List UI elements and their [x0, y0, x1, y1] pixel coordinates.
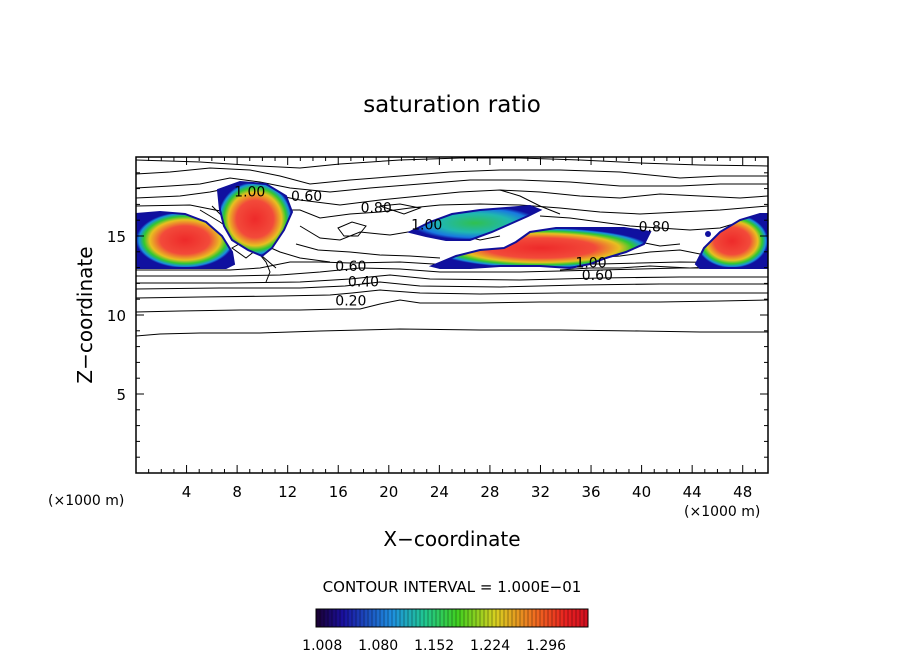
region-upper-middle: [407, 204, 543, 241]
x-unit-right: (×1000 m): [684, 504, 760, 520]
x-tick-label: 32: [531, 483, 550, 501]
contour-label: 0.60: [335, 259, 366, 275]
contour-label: 1.00: [575, 256, 606, 272]
contour-labels: 1.00 0.600.801.00 0.800.600.400.201.000.60: [234, 185, 670, 310]
y-tick-label: 15: [107, 228, 126, 246]
x-tick-label: 24: [430, 483, 449, 501]
x-tick-label: 16: [329, 483, 348, 501]
colorbar-tick-label: 1.008: [302, 638, 342, 654]
x-tick-label: 8: [232, 483, 242, 501]
colorbar-tick-label: 1.296: [526, 638, 566, 654]
x-tick-label: 28: [480, 483, 499, 501]
contour-interval-text: CONTOUR INTERVAL = 1.000E−01: [323, 578, 582, 596]
region-speck: [705, 231, 711, 237]
colorbar-tick-label: 1.080: [358, 638, 398, 654]
region-middle: [428, 227, 652, 270]
contour-label: 0.80: [639, 219, 670, 235]
x-tick-label: 44: [683, 483, 702, 501]
contour-label: 0.40: [348, 275, 379, 291]
colorbar-tick-labels: 1.008 1.080 1.152 1.224 1.296: [302, 638, 566, 654]
y-tick-label: 10: [107, 307, 126, 325]
colorbar-tick-label: 1.152: [414, 638, 454, 654]
region-left: [136, 210, 236, 269]
contour-label: 1.00: [234, 185, 265, 201]
x-unit-left: (×1000 m): [48, 493, 124, 509]
x-tick-label: 4: [182, 483, 192, 501]
colorbar-divisions: [319, 609, 585, 627]
colorbar: [315, 608, 589, 628]
region-upper-left: [216, 180, 294, 258]
y-axis-label: Z−coordinate: [73, 246, 97, 383]
plot-area: 1.00 0.600.801.00 0.800.600.400.201.000.60: [136, 157, 768, 337]
y-axis-ticks: 5 10 15: [107, 172, 768, 458]
x-tick-label: 20: [379, 483, 398, 501]
y-tick-label: 5: [116, 386, 126, 404]
contour-label: 1.00: [411, 218, 442, 234]
x-tick-label: 40: [632, 483, 651, 501]
region-right: [694, 213, 768, 269]
chart-title: saturation ratio: [363, 92, 541, 118]
saturation-regions: [136, 180, 768, 270]
x-tick-label: 48: [733, 483, 752, 501]
contour-label: 0.20: [335, 294, 366, 310]
contour-label: 0.60: [291, 189, 322, 205]
contour-label: 0.80: [361, 200, 392, 216]
colorbar-tick-label: 1.224: [470, 638, 510, 654]
contour-label: 0.60: [582, 268, 613, 284]
x-axis-ticks: 4 8 12 16 20 24 28 32 36 40 44 48: [148, 157, 756, 501]
x-tick-label: 36: [581, 483, 600, 501]
x-tick-label: 12: [278, 483, 297, 501]
x-axis-label: X−coordinate: [383, 527, 520, 551]
